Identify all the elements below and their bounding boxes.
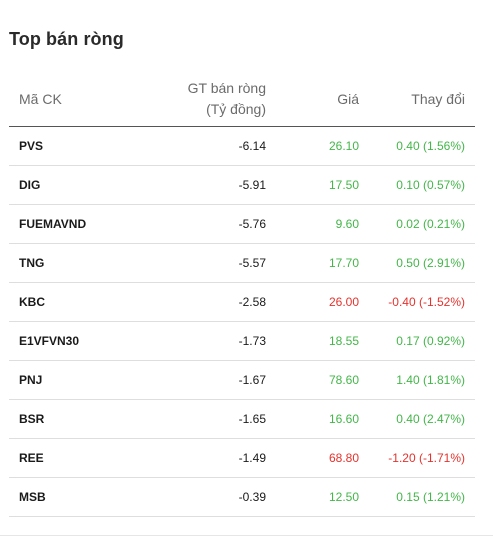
net-sell-value-cell: -1.73	[139, 321, 266, 361]
net-sell-value-cell: -5.91	[139, 165, 266, 205]
table-row[interactable]: E1VFVN30 -1.73 18.55 0.17 (0.92%)	[9, 321, 475, 361]
price-cell: 78.60	[266, 360, 359, 400]
stock-code-cell[interactable]: FUEMAVND	[9, 204, 139, 244]
net-sell-value-cell: -5.76	[139, 204, 266, 244]
table-header: Mã CK GT bán ròng (Tỷ đồng) Giá Thay đổi	[9, 72, 475, 127]
table-row[interactable]: MSB -0.39 12.50 0.15 (1.21%)	[9, 477, 475, 517]
net-sell-value-cell: -6.14	[139, 126, 266, 166]
column-header-net-sell-value-line1: GT bán ròng	[187, 80, 266, 96]
panel-bottom-divider	[0, 535, 493, 536]
price-cell: 26.00	[266, 282, 359, 322]
net-sell-value-cell: -1.49	[139, 438, 266, 478]
stock-code-cell[interactable]: TNG	[9, 243, 139, 283]
column-header-change[interactable]: Thay đổi	[359, 72, 475, 127]
table-row[interactable]: BSR -1.65 16.60 0.40 (2.47%)	[9, 399, 475, 439]
price-cell: 12.50	[266, 477, 359, 517]
change-cell: 0.40 (2.47%)	[359, 399, 475, 439]
stock-code-cell[interactable]: REE	[9, 438, 139, 478]
change-cell: 0.10 (0.57%)	[359, 165, 475, 205]
table-row[interactable]: DIG -5.91 17.50 0.10 (0.57%)	[9, 165, 475, 205]
change-cell: 0.50 (2.91%)	[359, 243, 475, 283]
net-sell-table: Mã CK GT bán ròng (Tỷ đồng) Giá Thay đổi…	[9, 72, 475, 517]
price-cell: 17.70	[266, 243, 359, 283]
price-cell: 9.60	[266, 204, 359, 244]
stock-code-cell[interactable]: E1VFVN30	[9, 321, 139, 361]
change-cell: 1.40 (1.81%)	[359, 360, 475, 400]
table-row[interactable]: REE -1.49 68.80 -1.20 (-1.71%)	[9, 438, 475, 478]
table-row[interactable]: PNJ -1.67 78.60 1.40 (1.81%)	[9, 360, 475, 400]
table-row[interactable]: FUEMAVND -5.76 9.60 0.02 (0.21%)	[9, 204, 475, 244]
table-row[interactable]: KBC -2.58 26.00 -0.40 (-1.52%)	[9, 282, 475, 322]
net-sell-value-cell: -1.65	[139, 399, 266, 439]
change-cell: 0.15 (1.21%)	[359, 477, 475, 517]
stock-code-cell[interactable]: KBC	[9, 282, 139, 322]
price-cell: 18.55	[266, 321, 359, 361]
net-sell-value-cell: -1.67	[139, 360, 266, 400]
stock-code-cell[interactable]: DIG	[9, 165, 139, 205]
panel-title: Top bán ròng	[9, 29, 124, 49]
net-sell-table-container: Mã CK GT bán ròng (Tỷ đồng) Giá Thay đổi…	[9, 72, 475, 517]
net-sell-value-cell: -2.58	[139, 282, 266, 322]
net-sell-value-cell: -5.57	[139, 243, 266, 283]
net-sell-value-cell: -0.39	[139, 477, 266, 517]
stock-code-cell[interactable]: PVS	[9, 126, 139, 166]
column-header-price[interactable]: Giá	[266, 72, 359, 127]
stock-code-cell[interactable]: PNJ	[9, 360, 139, 400]
change-cell: 0.17 (0.92%)	[359, 321, 475, 361]
column-header-net-sell-value-unit: (Tỷ đồng)	[206, 101, 266, 117]
stock-code-cell[interactable]: MSB	[9, 477, 139, 517]
price-cell: 26.10	[266, 126, 359, 166]
table-row[interactable]: TNG -5.57 17.70 0.50 (2.91%)	[9, 243, 475, 283]
change-cell: -1.20 (-1.71%)	[359, 438, 475, 478]
change-cell: -0.40 (-1.52%)	[359, 282, 475, 322]
table-body: PVS -6.14 26.10 0.40 (1.56%) DIG -5.91 17.50 0.…	[9, 126, 475, 517]
price-cell: 16.60	[266, 399, 359, 439]
stock-code-cell[interactable]: BSR	[9, 399, 139, 439]
price-cell: 17.50	[266, 165, 359, 205]
price-cell: 68.80	[266, 438, 359, 478]
header-row: Mã CK GT bán ròng (Tỷ đồng) Giá Thay đổi	[9, 72, 475, 127]
change-cell: 0.02 (0.21%)	[359, 204, 475, 244]
table-row[interactable]: PVS -6.14 26.10 0.40 (1.56%)	[9, 126, 475, 166]
column-header-code[interactable]: Mã CK	[9, 72, 139, 127]
column-header-net-sell-value[interactable]: GT bán ròng (Tỷ đồng)	[139, 72, 266, 127]
change-cell: 0.40 (1.56%)	[359, 126, 475, 166]
